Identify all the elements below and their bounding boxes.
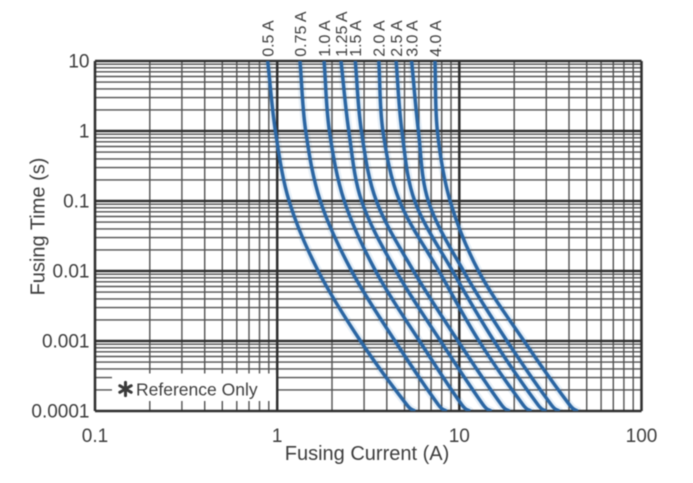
svg-text:0.001: 0.001 [42, 332, 90, 353]
svg-text:1: 1 [79, 122, 90, 143]
svg-text:1.0 A: 1.0 A [317, 20, 334, 57]
svg-text:0.0001: 0.0001 [31, 402, 89, 423]
svg-text:1.25 A: 1.25 A [334, 11, 351, 57]
svg-text:0.75 A: 0.75 A [293, 11, 310, 57]
svg-text:Reference Only: Reference Only [136, 380, 258, 400]
svg-text:0.1: 0.1 [63, 192, 89, 213]
svg-text:Fusing Time (s): Fusing Time (s) [28, 158, 50, 296]
svg-text:3.0 A: 3.0 A [404, 20, 421, 57]
svg-text:10: 10 [449, 426, 470, 447]
svg-text:0.5 A: 0.5 A [261, 20, 278, 57]
svg-text:Fusing Current (A): Fusing Current (A) [285, 443, 450, 465]
svg-text:10: 10 [68, 52, 89, 73]
svg-text:0.1: 0.1 [82, 426, 108, 447]
svg-text:0.01: 0.01 [53, 262, 90, 283]
svg-text:2.0 A: 2.0 A [372, 20, 389, 57]
svg-text:1: 1 [272, 426, 283, 447]
svg-text:4.0 A: 4.0 A [428, 20, 445, 57]
svg-text:100: 100 [626, 426, 658, 447]
svg-text:1.5 A: 1.5 A [348, 20, 365, 57]
svg-text:2.5 A: 2.5 A [389, 20, 406, 57]
